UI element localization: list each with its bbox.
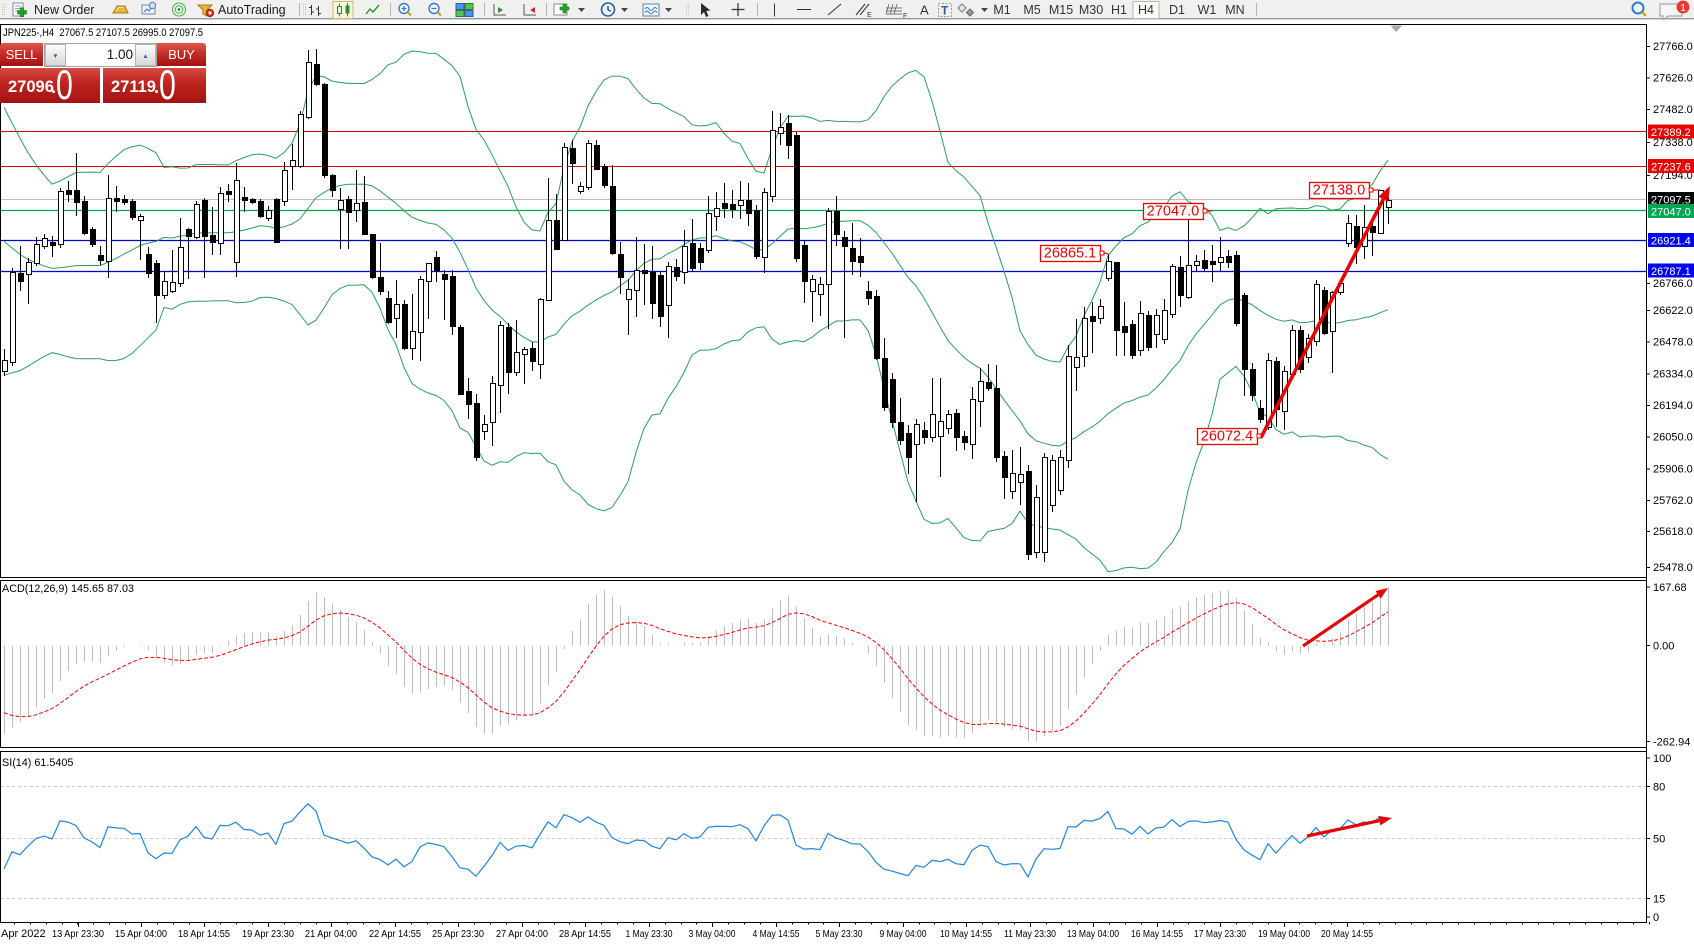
svg-text:25906.0: 25906.0: [1653, 464, 1693, 476]
svg-text:E: E: [867, 12, 872, 19]
svg-text:21 Apr 04:00: 21 Apr 04:00: [305, 928, 357, 940]
svg-text:26766.0: 26766.0: [1653, 278, 1693, 290]
svg-text:9 May 04:00: 9 May 04:00: [880, 928, 927, 940]
svg-text:26334.0: 26334.0: [1653, 369, 1693, 381]
svg-text:27047.0: 27047.0: [1147, 204, 1199, 220]
svg-text:27389.2: 27389.2: [1651, 127, 1691, 139]
svg-text:17 May 23:30: 17 May 23:30: [1194, 928, 1246, 940]
svg-text:M1: M1: [993, 3, 1010, 17]
svg-text:11 May 23:30: 11 May 23:30: [1004, 928, 1056, 940]
svg-text:27237.6: 27237.6: [1651, 162, 1691, 174]
svg-text:13 Apr 23:30: 13 Apr 23:30: [52, 928, 104, 940]
svg-text:0.00: 0.00: [1653, 641, 1674, 653]
svg-text:T: T: [941, 4, 949, 18]
svg-text:50: 50: [1653, 834, 1665, 846]
svg-text:M30: M30: [1079, 3, 1103, 17]
svg-text:27097.5: 27097.5: [1651, 195, 1691, 207]
svg-text:A: A: [920, 3, 929, 18]
svg-text:80: 80: [1653, 782, 1665, 794]
svg-text:19 May 04:00: 19 May 04:00: [1258, 928, 1310, 940]
svg-text:26050.0: 26050.0: [1653, 432, 1693, 444]
svg-text:M5: M5: [1023, 3, 1040, 17]
svg-text:28 Apr 14:55: 28 Apr 14:55: [559, 928, 611, 940]
svg-text:26622.0: 26622.0: [1653, 305, 1693, 317]
svg-text:0: 0: [1653, 912, 1659, 924]
svg-text:25762.0: 25762.0: [1653, 495, 1693, 507]
svg-text:D1: D1: [1169, 3, 1185, 17]
svg-text:20 May 14:55: 20 May 14:55: [1321, 928, 1373, 940]
svg-text:3 May 04:00: 3 May 04:00: [689, 928, 736, 940]
svg-text:MN: MN: [1225, 3, 1244, 17]
svg-text:25 Apr 23:30: 25 Apr 23:30: [432, 928, 484, 940]
svg-text:26194.0: 26194.0: [1653, 400, 1693, 412]
svg-text:27626.0: 27626.0: [1653, 73, 1693, 85]
svg-text:27482.0: 27482.0: [1653, 104, 1693, 116]
svg-text:H4: H4: [1138, 3, 1154, 17]
svg-text:W1: W1: [1198, 3, 1217, 17]
svg-text:15 Apr 04:00: 15 Apr 04:00: [115, 928, 167, 940]
svg-text:25618.0: 25618.0: [1653, 526, 1693, 538]
svg-text:22 Apr 14:55: 22 Apr 14:55: [369, 928, 421, 940]
svg-text:M15: M15: [1049, 3, 1073, 17]
svg-text:27138.0: 27138.0: [1313, 183, 1365, 199]
svg-text:15: 15: [1653, 894, 1665, 906]
svg-text:26865.1: 26865.1: [1044, 246, 1096, 262]
svg-text:-262.94: -262.94: [1653, 737, 1690, 749]
svg-text:16 May 14:55: 16 May 14:55: [1131, 928, 1183, 940]
svg-text:27 Apr 04:00: 27 Apr 04:00: [496, 928, 548, 940]
svg-text:26478.0: 26478.0: [1653, 337, 1693, 349]
svg-text:26072.4: 26072.4: [1201, 429, 1253, 445]
svg-text:18 Apr 14:55: 18 Apr 14:55: [178, 928, 230, 940]
svg-text:AutoTrading: AutoTrading: [218, 3, 286, 17]
svg-text:4 May 14:55: 4 May 14:55: [753, 928, 800, 940]
svg-text:1: 1: [1680, 3, 1686, 14]
svg-text:Apr 2022: Apr 2022: [1, 928, 46, 940]
svg-text:F: F: [903, 13, 907, 20]
svg-text:ACD(12,26,9) 145.65 87.03: ACD(12,26,9) 145.65 87.03: [2, 583, 134, 595]
svg-text:10 May 14:55: 10 May 14:55: [940, 928, 992, 940]
svg-text:1 May 23:30: 1 May 23:30: [626, 928, 673, 940]
svg-text:167.68: 167.68: [1653, 582, 1687, 594]
svg-text:25478.0: 25478.0: [1653, 562, 1693, 574]
svg-text:JPN225-,H4 27067.5 27107.5 26: JPN225-,H4 27067.5 27107.5 26995.0 27097…: [3, 27, 203, 39]
svg-text:19 Apr 23:30: 19 Apr 23:30: [242, 928, 294, 940]
svg-text:100: 100: [1653, 753, 1671, 765]
svg-text:27338.0: 27338.0: [1653, 137, 1693, 149]
svg-text:New Order: New Order: [34, 3, 94, 17]
svg-text:26921.4: 26921.4: [1651, 236, 1691, 248]
svg-text:27766.0: 27766.0: [1653, 41, 1693, 53]
svg-text:26787.1: 26787.1: [1651, 266, 1691, 278]
svg-text:5 May 23:30: 5 May 23:30: [816, 928, 863, 940]
svg-text:27047.0: 27047.0: [1651, 207, 1691, 219]
svg-text:13 May 04:00: 13 May 04:00: [1067, 928, 1119, 940]
svg-text:SI(14) 61.5405: SI(14) 61.5405: [2, 757, 73, 769]
svg-text:H1: H1: [1111, 3, 1127, 17]
